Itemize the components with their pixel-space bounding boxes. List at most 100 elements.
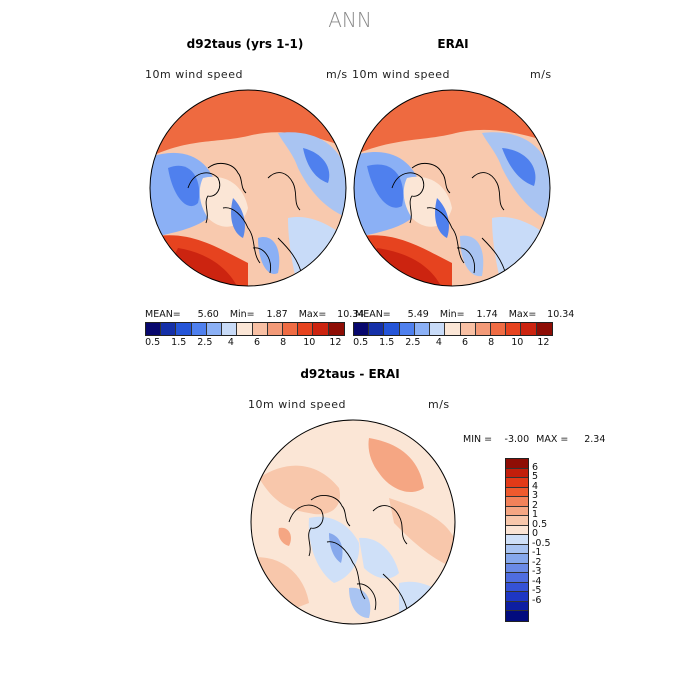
panel-title-model: d92taus (yrs 1-1) xyxy=(186,37,304,51)
polar-map-model xyxy=(149,89,347,287)
colorbar-swatch xyxy=(506,592,528,602)
colorbar-swatch xyxy=(161,323,177,335)
colorbar-tick-label: 4 xyxy=(532,480,539,492)
colorbar-tick-label: -4 xyxy=(532,575,542,587)
mean-value: 5.60 xyxy=(197,309,219,320)
colorbar-swatch xyxy=(354,323,370,335)
colorbar-tick-label: 3 xyxy=(532,490,539,502)
colorbar-swatch xyxy=(506,563,528,574)
colorbar-swatch xyxy=(414,323,431,335)
colorbar-swatch xyxy=(506,478,528,488)
min-label: Min= xyxy=(439,309,465,320)
mean-label: MEAN= xyxy=(145,309,181,320)
colorbar-tick-label: 8 xyxy=(280,337,287,348)
colorbar-swatch xyxy=(328,323,344,335)
colorbar-swatch xyxy=(490,323,507,335)
max-label: Max= xyxy=(298,309,327,320)
colorbar-swatch xyxy=(506,516,528,526)
colorbar-swatch xyxy=(298,323,314,335)
mean-value: 5.49 xyxy=(407,309,429,320)
colorbar-swatch xyxy=(222,323,238,335)
colorbar-swatch xyxy=(506,468,528,479)
colorbar-swatch xyxy=(506,611,528,621)
min-value: 1.87 xyxy=(266,309,288,320)
colorbar-swatch xyxy=(506,459,528,469)
colorbar-swatch xyxy=(445,323,461,335)
colorbar-obs xyxy=(353,322,553,336)
colorbar-tick-label: -5 xyxy=(532,585,542,597)
diff-max-value: 2.34 xyxy=(584,434,606,445)
colorbar-swatch xyxy=(369,323,385,335)
panel-title-obs: ERAI xyxy=(437,37,469,51)
colorbar-tick-label: -1 xyxy=(532,547,542,559)
max-value: 10.34 xyxy=(547,309,575,320)
colorbar-tick-label: 10 xyxy=(303,337,316,348)
colorbar-swatch xyxy=(430,323,446,335)
colorbar-swatch xyxy=(506,535,528,545)
variable-label-obs: 10m wind speed xyxy=(352,68,450,81)
colorbar-tick-label: 6 xyxy=(462,337,469,348)
colorbar-tick-label: 1.5 xyxy=(379,337,395,348)
min-label: Min= xyxy=(229,309,255,320)
variable-label-model: 10m wind speed xyxy=(145,68,243,81)
colorbar-swatch xyxy=(313,323,329,335)
colorbar-swatch xyxy=(506,506,528,517)
colorbar-tick-label: 4 xyxy=(227,337,234,348)
diff-min-value: -3.00 xyxy=(504,434,530,445)
colorbar-tick-label: 6 xyxy=(254,337,261,348)
units-label-model: m/s xyxy=(326,68,348,81)
colorbar-swatch xyxy=(460,323,476,335)
colorbar-swatch xyxy=(191,323,207,335)
colorbar-tick-label: 8 xyxy=(488,337,495,348)
colorbar-swatch xyxy=(506,525,528,536)
diff-max-label: MAX = xyxy=(536,434,569,445)
colorbar-swatch xyxy=(206,323,223,335)
colorbar-swatch xyxy=(506,573,528,583)
colorbar-tick-label: 2.5 xyxy=(405,337,421,348)
colorbar-swatch xyxy=(506,554,528,564)
colorbar-tick-label: 1 xyxy=(532,509,539,521)
max-label: Max= xyxy=(508,309,537,320)
diff-panel-title: d92taus - ERAI xyxy=(300,367,400,381)
colorbar-tick-label: 0.5 xyxy=(353,337,369,348)
colorbar-tick-label: 10 xyxy=(511,337,524,348)
colorbar-model xyxy=(145,322,345,336)
colorbar-tick-label: 0 xyxy=(532,528,539,540)
colorbar-swatch xyxy=(267,323,283,335)
diff-variable-label: 10m wind speed xyxy=(248,398,346,411)
min-value: 1.74 xyxy=(476,309,498,320)
colorbar-swatch xyxy=(146,323,162,335)
colorbar-tick-label: -6 xyxy=(532,594,542,606)
diff-min-label: MIN = xyxy=(463,434,493,445)
polar-map-obs xyxy=(353,89,551,287)
colorbar-tick-label: 12 xyxy=(537,337,550,348)
colorbar-difference-ticks: 6 5 4 3 2 1 0.5 0 -0.5 -1 -2 -3 -4 -5 -6 xyxy=(532,458,582,622)
colorbar-swatch xyxy=(506,601,528,612)
colorbar-swatch xyxy=(506,544,528,555)
colorbar-tick-label: -0.5 xyxy=(532,537,551,549)
colorbar-swatch xyxy=(506,487,528,498)
colorbar-tick-label: 4 xyxy=(435,337,442,348)
colorbar-swatch xyxy=(252,323,268,335)
colorbar-swatch xyxy=(521,323,537,335)
colorbar-swatch xyxy=(506,497,528,507)
colorbar-tick-label: 5 xyxy=(532,471,539,483)
units-label-obs: m/s xyxy=(530,68,552,81)
colorbar-model-ticks: 0.5 1.5 2.5 4 6 8 10 12 xyxy=(145,337,345,351)
colorbar-swatch xyxy=(282,323,299,335)
stats-obs: MEAN= 5.49 Min= 1.74 Max= 10.34 xyxy=(355,309,574,320)
colorbar-swatch xyxy=(384,323,400,335)
colorbar-swatch xyxy=(536,323,552,335)
colorbar-tick-label: 2 xyxy=(532,499,539,511)
polar-map-difference xyxy=(250,419,456,625)
max-value: 10.34 xyxy=(337,309,365,320)
colorbar-tick-label: -3 xyxy=(532,566,542,578)
mean-label: MEAN= xyxy=(355,309,391,320)
colorbar-difference xyxy=(505,458,529,622)
stats-model: MEAN= 5.60 Min= 1.87 Max= 10.34 xyxy=(145,309,364,320)
diff-stats: MIN = -3.00 MAX = 2.34 xyxy=(463,434,605,445)
colorbar-tick-label: 1.5 xyxy=(171,337,187,348)
colorbar-swatch xyxy=(176,323,192,335)
colorbar-swatch xyxy=(506,582,528,593)
colorbar-tick-label: 0.5 xyxy=(145,337,161,348)
